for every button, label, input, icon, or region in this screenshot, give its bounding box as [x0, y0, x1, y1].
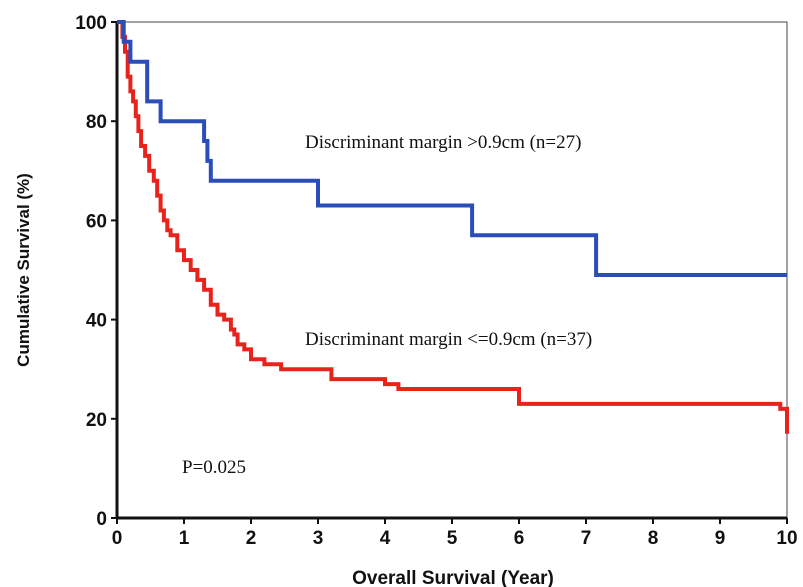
- annotation-group-low: Discriminant margin <=0.9cm (n=37): [305, 329, 592, 350]
- y-tick-label: 100: [75, 13, 107, 34]
- x-tick-label: 7: [581, 528, 592, 549]
- x-tick-label: 6: [514, 528, 525, 549]
- x-tick-label: 10: [776, 528, 797, 549]
- x-tick-label: 1: [179, 528, 190, 549]
- series-layer: [117, 20, 789, 434]
- x-tick-label: 0: [112, 528, 123, 549]
- x-axis-title: Overall Survival (Year): [352, 568, 554, 587]
- plot-frame: [116, 21, 788, 519]
- x-tick-label: 9: [715, 528, 726, 549]
- x-tick-label: 4: [380, 528, 391, 549]
- y-tick-label: 80: [86, 112, 107, 133]
- survival-curve-low-margin: [117, 20, 789, 434]
- x-tick-label: 3: [313, 528, 324, 549]
- annotation-group-high: Discriminant margin >0.9cm (n=27): [305, 132, 581, 153]
- x-tick-label: 5: [447, 528, 458, 549]
- y-tick-label: 0: [96, 509, 107, 530]
- x-tick-label: 2: [246, 528, 257, 549]
- y-axis-title: Cumulative Survival (%): [14, 173, 33, 367]
- x-tick-label: 8: [648, 528, 659, 549]
- p-value-label: P=0.025: [182, 457, 246, 478]
- y-tick-label: 40: [86, 311, 107, 332]
- axes: [115, 21, 788, 520]
- survival-curve-high-margin: [117, 20, 787, 277]
- y-tick-label: 60: [86, 211, 107, 232]
- y-tick-label: 20: [86, 410, 107, 431]
